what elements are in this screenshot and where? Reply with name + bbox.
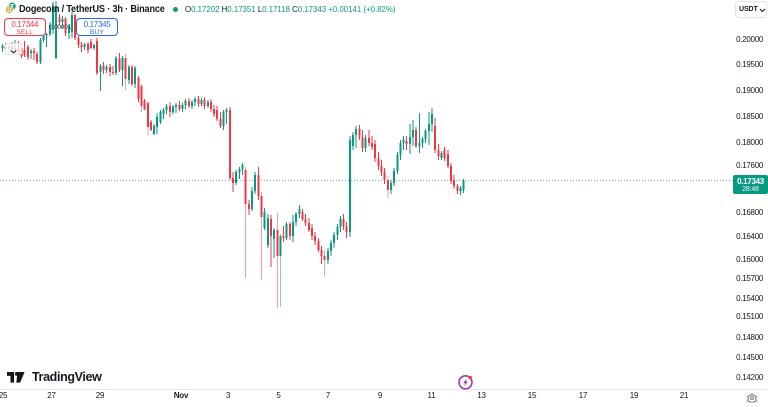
svg-text:D: D [7,7,12,14]
